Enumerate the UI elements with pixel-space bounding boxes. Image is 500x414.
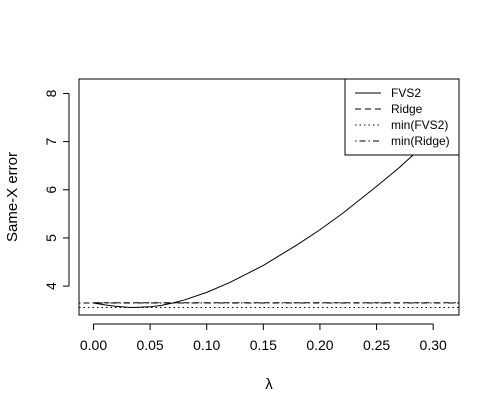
- legend-label: FVS2: [391, 86, 421, 100]
- x-axis: 0.00 0.05 0.10 0.15 0.20 0.25 0.30: [80, 323, 447, 353]
- plot-frame: [78, 78, 460, 316]
- x-tick-label: 0.05: [136, 337, 163, 353]
- y-tick-label: 8: [43, 89, 59, 97]
- x-tick-label: 0.20: [306, 337, 333, 353]
- y-axis: 4 5 6 7 8: [43, 89, 70, 290]
- legend-label: min(FVS2): [391, 118, 448, 132]
- y-tick-label: 4: [43, 282, 59, 290]
- legend: FVS2 Ridge min(FVS2) min(Ridge): [344, 78, 460, 156]
- x-tick-label: 0.00: [80, 337, 107, 353]
- y-axis-label: Same-X error: [4, 152, 21, 242]
- x-tick-label: 0.25: [363, 337, 390, 353]
- y-tick-label: 6: [43, 186, 59, 194]
- legend-box: [344, 78, 460, 156]
- y-tick-label: 5: [43, 234, 59, 242]
- x-tick-label: 0.30: [420, 337, 447, 353]
- legend-label: min(Ridge): [391, 134, 450, 148]
- x-axis-label: λ: [265, 376, 273, 393]
- y-tick-label: 7: [43, 138, 59, 146]
- legend-label: Ridge: [391, 102, 423, 116]
- series-line-fvs2: [93, 114, 457, 309]
- x-tick-label: 0.10: [193, 337, 220, 353]
- x-tick-label: 0.15: [250, 337, 277, 353]
